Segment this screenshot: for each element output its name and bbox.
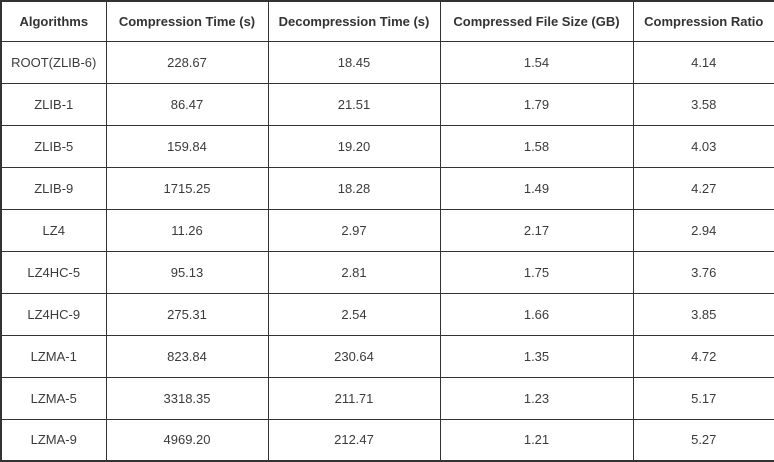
value-cell: 19.20 [267,124,441,168]
value-cell: 11.26 [105,208,269,252]
value-cell: 86.47 [105,82,269,126]
algorithm-name-cell: ZLIB-5 [0,124,107,168]
value-cell: 2.54 [267,292,441,336]
value-cell: 3.76 [632,250,774,294]
value-cell: 4.03 [632,124,774,168]
value-cell: 4.72 [632,334,774,378]
value-cell: 3318.35 [105,376,269,420]
table-header: Algorithms Compression Time (s) Decompress… [0,0,774,42]
value-cell: 211.71 [267,376,441,420]
value-cell: 1.79 [439,82,634,126]
table-row: ZLIB-1 86.47 21.51 1.79 3.58 [0,82,774,126]
value-cell: 3.58 [632,82,774,126]
value-cell: 159.84 [105,124,269,168]
value-cell: 95.13 [105,250,269,294]
value-cell: 212.47 [267,418,441,462]
table-row: LZ4HC-9 275.31 2.54 1.66 3.85 [0,292,774,336]
algorithm-name-cell: ZLIB-9 [0,166,107,210]
table-row: LZMA-5 3318.35 211.71 1.23 5.17 [0,376,774,420]
value-cell: 4969.20 [105,418,269,462]
value-cell: 21.51 [267,82,441,126]
table-row: LZ4 11.26 2.97 2.17 2.94 [0,208,774,252]
algorithm-name-cell: LZMA-9 [0,418,107,462]
table-row: ZLIB-9 1715.25 18.28 1.49 4.27 [0,166,774,210]
algorithm-name-cell: LZMA-1 [0,334,107,378]
value-cell: 18.45 [267,40,441,84]
table-row: ZLIB-5 159.84 19.20 1.58 4.03 [0,124,774,168]
value-cell: 1.35 [439,334,634,378]
algorithm-name-cell: ZLIB-1 [0,82,107,126]
algorithm-name-cell: LZ4HC-5 [0,250,107,294]
value-cell: 1.58 [439,124,634,168]
value-cell: 1.49 [439,166,634,210]
table-row: LZ4HC-5 95.13 2.81 1.75 3.76 [0,250,774,294]
value-cell: 823.84 [105,334,269,378]
value-cell: 2.94 [632,208,774,252]
column-header: Decompression Time (s) [267,0,441,42]
value-cell: 2.81 [267,250,441,294]
column-header: Compressed File Size (GB) [439,0,634,42]
value-cell: 1715.25 [105,166,269,210]
value-cell: 5.27 [632,418,774,462]
algorithm-name-cell: ROOT(ZLIB-6) [0,40,107,84]
value-cell: 1.75 [439,250,634,294]
value-cell: 18.28 [267,166,441,210]
value-cell: 228.67 [105,40,269,84]
header-row: Algorithms Compression Time (s) Decompress… [0,0,774,42]
algorithm-name-cell: LZ4 [0,208,107,252]
table-row: LZMA-9 4969.20 212.47 1.21 5.27 [0,418,774,462]
value-cell: 1.54 [439,40,634,84]
table-row: LZMA-1 823.84 230.64 1.35 4.72 [0,334,774,378]
value-cell: 1.66 [439,292,634,336]
value-cell: 1.23 [439,376,634,420]
table-body: ROOT(ZLIB-6) 228.67 18.45 1.54 4.14 ZLIB-1 86.… [0,40,774,462]
column-header: Algorithms [0,0,107,42]
algorithm-name-cell: LZMA-5 [0,376,107,420]
value-cell: 230.64 [267,334,441,378]
value-cell: 4.14 [632,40,774,84]
column-header: Compression Time (s) [105,0,269,42]
value-cell: 2.97 [267,208,441,252]
value-cell: 2.17 [439,208,634,252]
table-row: ROOT(ZLIB-6) 228.67 18.45 1.54 4.14 [0,40,774,84]
algorithm-name-cell: LZ4HC-9 [0,292,107,336]
value-cell: 275.31 [105,292,269,336]
value-cell: 5.17 [632,376,774,420]
column-header: Compression Ratio [632,0,774,42]
value-cell: 4.27 [632,166,774,210]
value-cell: 3.85 [632,292,774,336]
value-cell: 1.21 [439,418,634,462]
